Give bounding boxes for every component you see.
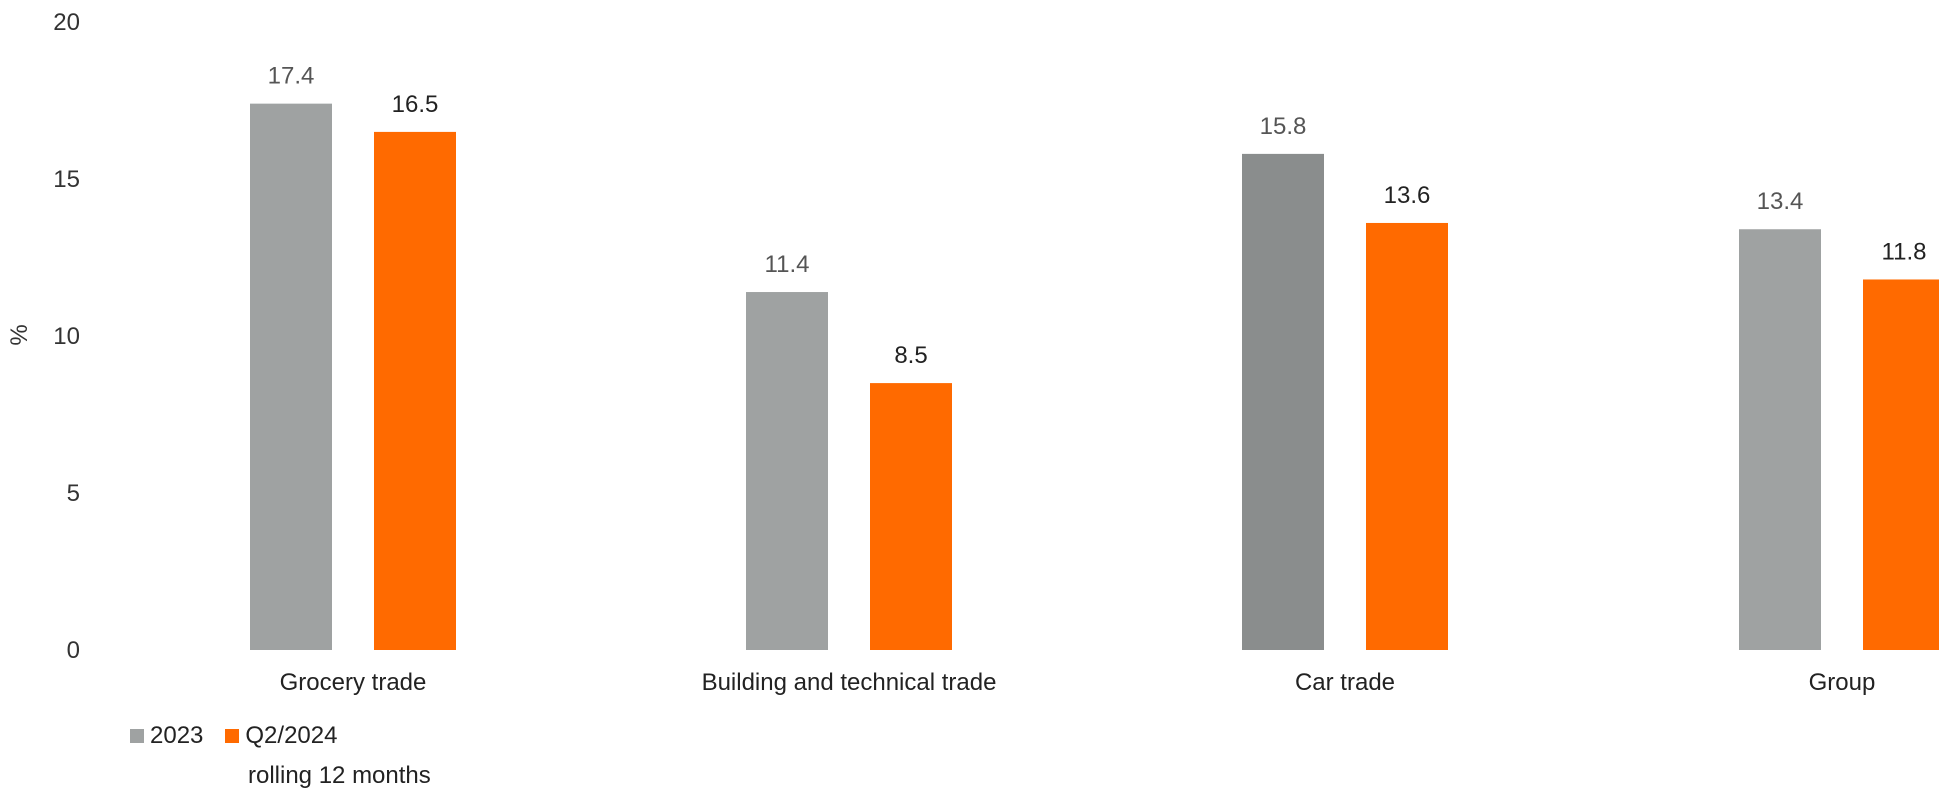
y-tick-label: 5 <box>67 480 80 507</box>
bar <box>374 131 456 650</box>
bar <box>250 103 332 650</box>
legend: 2023 Q2/2024 rolling 12 months <box>130 722 431 790</box>
bar <box>1863 279 1939 650</box>
x-tick-label: Group <box>1809 669 1876 696</box>
x-tick-label: Grocery trade <box>280 669 427 696</box>
x-tick-label: Car trade <box>1295 669 1395 696</box>
data-label: 8.5 <box>894 342 927 369</box>
y-tick-label: 0 <box>67 637 80 664</box>
legend-item-q2-2024: Q2/2024 <box>225 722 337 750</box>
y-axis-label: % <box>6 324 33 345</box>
data-label: 13.4 <box>1757 188 1804 215</box>
data-label: 17.4 <box>268 63 315 90</box>
legend-item-2023: 2023 <box>130 722 203 750</box>
y-tick-label: 15 <box>53 166 80 193</box>
bar <box>746 292 828 650</box>
bar <box>1366 222 1448 650</box>
x-tick-label: Building and technical trade <box>702 669 997 696</box>
y-tick-label: 10 <box>53 323 80 350</box>
bar <box>1242 153 1324 650</box>
legend-swatch-q2-2024 <box>225 729 240 743</box>
legend-label-q2-2024: Q2/2024 <box>245 722 338 749</box>
bars: 17.4 16.5 11.4 8.5 15.8 13.6 13.4 11.8 <box>250 63 1939 651</box>
data-label: 13.6 <box>1384 182 1431 209</box>
data-label: 16.5 <box>392 91 439 118</box>
y-tick-label: 20 <box>53 9 80 36</box>
bar <box>870 383 952 650</box>
data-label: 11.4 <box>765 251 810 278</box>
data-label: 15.8 <box>1260 113 1307 140</box>
legend-swatch-2023 <box>130 729 144 743</box>
y-axis: 0 5 10 15 20 <box>53 9 80 664</box>
bar <box>1739 229 1821 651</box>
x-axis-labels: Grocery trade Building and technical trad… <box>280 669 1876 696</box>
legend-label-2023: 2023 <box>150 722 204 749</box>
data-label: 11.8 <box>1882 238 1927 265</box>
legend-subtext: rolling 12 months <box>248 762 431 789</box>
